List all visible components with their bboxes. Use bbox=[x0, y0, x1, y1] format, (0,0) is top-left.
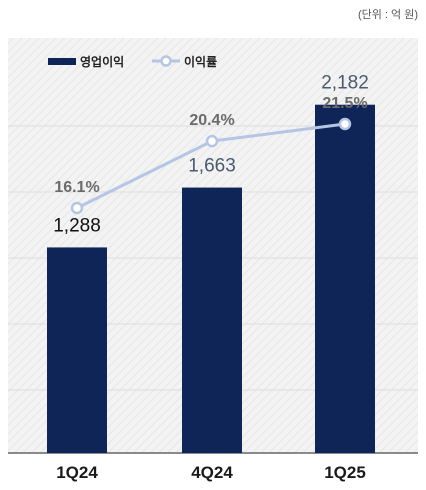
margin-value-label: 16.1% bbox=[54, 179, 99, 196]
x-tick-label: 1Q25 bbox=[324, 463, 366, 482]
bar-value-label: 1,288 bbox=[53, 215, 101, 236]
legend-label-margin: 이익률 bbox=[184, 54, 217, 69]
legend-swatch-margin-marker bbox=[160, 55, 172, 67]
x-tick-label: 4Q24 bbox=[191, 463, 233, 482]
bar-1q25 bbox=[315, 104, 375, 453]
margin-value-label: 20.4% bbox=[189, 112, 234, 129]
margin-value-label: 21.5% bbox=[322, 95, 367, 112]
unit-note: (단위 : 억 원) bbox=[358, 8, 418, 21]
x-tick-label: 1Q24 bbox=[56, 463, 98, 482]
bar-4q24 bbox=[182, 187, 242, 453]
bar-1q24 bbox=[47, 247, 107, 453]
bar-value-label: 1,663 bbox=[188, 156, 236, 177]
bar-value-label: 2,182 bbox=[321, 73, 369, 94]
legend-swatch-operating-profit bbox=[48, 58, 76, 65]
legend: 영업이익 이익률 bbox=[48, 54, 217, 69]
legend-label-operating-profit: 영업이익 bbox=[80, 54, 124, 69]
margin-point bbox=[70, 201, 84, 215]
margin-point bbox=[338, 117, 352, 131]
margin-point bbox=[205, 134, 219, 148]
